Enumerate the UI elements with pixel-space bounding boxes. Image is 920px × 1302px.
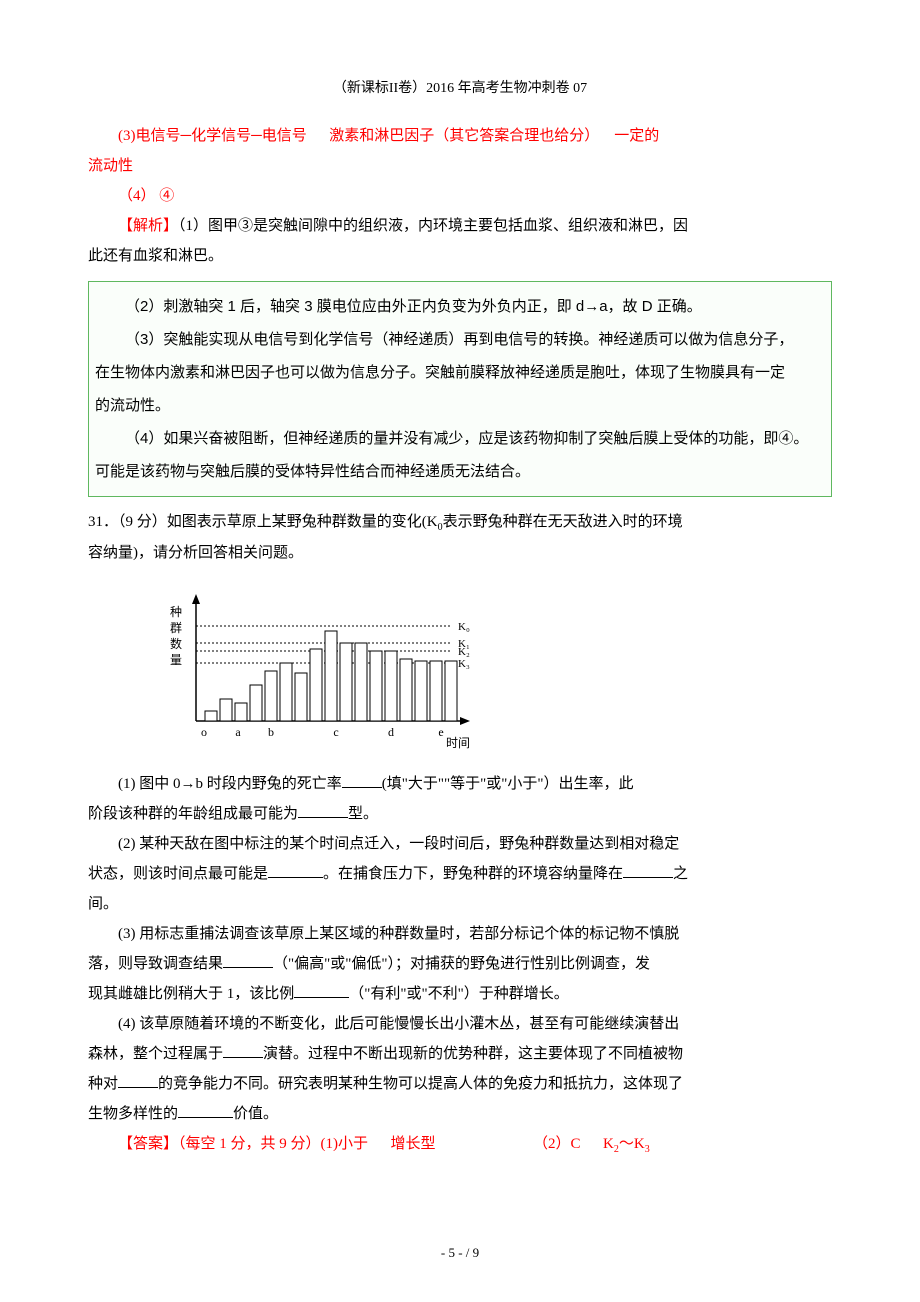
q31-4-line4: 生物多样性的价值。 xyxy=(88,1099,832,1129)
q31-3-line1: (3) 用标志重捕法调查该草原上某区域的种群数量时，若部分标记个体的标记物不慎脱 xyxy=(88,919,832,949)
greenbox-line2: （3）突触能实现从电信号到化学信号（神经递质）再到电信号的转换。神经递质可以做为… xyxy=(95,323,825,356)
answer-31-1b: 增长型 xyxy=(391,1136,436,1152)
answer-31-label: 【答案】 xyxy=(118,1136,178,1152)
q31-intro1b: 表示野兔种群在无天敌进入时的环境 xyxy=(443,514,683,530)
svg-text:种: 种 xyxy=(170,605,182,619)
blank-4c xyxy=(178,1103,233,1118)
answer-4: （4） ④ xyxy=(88,181,832,211)
answer-3-line2-text: 流动性 xyxy=(88,158,133,174)
q31-2-line1: (2) 某种天敌在图中标注的某个时间点迁入，一段时间后，野兔种群数量达到相对稳定 xyxy=(88,829,832,859)
q31-2-line3: 间。 xyxy=(88,889,832,919)
page-header: （新课标II卷）2016 年高考生物冲刺卷 07 xyxy=(88,75,832,103)
chart-svg: 种群数量K₀K₁K₂K₃oabcde时间 xyxy=(158,586,478,751)
svg-text:K₂: K₂ xyxy=(458,646,470,658)
answer-31: 【答案】（每空 1 分，共 9 分）(1)小于 增长型 （2）C K2～K3 xyxy=(88,1129,832,1160)
answer-3-suffix: 一定的 xyxy=(614,128,659,144)
q31-intro2: 容纳量)，请分析回答相关问题。 xyxy=(88,545,303,561)
analysis-green-box: （2）刺激轴突 1 后，轴突 3 膜电位应由外正内负变为外负内正，即 d→a，故… xyxy=(88,281,832,497)
page-number: - 5 - / 9 xyxy=(441,1245,479,1260)
analysis-1-text2: 此还有血浆和淋巴。 xyxy=(88,248,223,264)
greenbox-line4: 的流动性。 xyxy=(95,389,825,422)
q31-4-line2: 森林，整个过程属于演替。过程中不断出现新的优势种群，这主要体现了不同植被物 xyxy=(88,1039,832,1069)
blank-2b xyxy=(623,863,673,878)
svg-text:e: e xyxy=(438,725,443,739)
q31-intro-line1: 31．（9 分）如图表示草原上某野兔种群数量的变化(K0表示野兔种群在无天敌进入… xyxy=(88,507,832,538)
greenbox-line6: 可能是该药物与突触后膜的受体特异性结合而神经递质无法结合。 xyxy=(95,455,825,488)
svg-text:K₃: K₃ xyxy=(458,658,470,670)
page-footer: - 5 - / 9 xyxy=(0,1240,920,1266)
q31-3-line2: 落，则导致调查结果（"偏高"或"偏低"）；对捕获的野兔进行性别比例调查，发 xyxy=(88,949,832,979)
svg-text:o: o xyxy=(201,725,207,739)
q31-4-line3: 种对的竞争能力不同。研究表明某种生物可以提高人体的免疫力和抵抗力，这体现了 xyxy=(88,1069,832,1099)
blank-1a xyxy=(342,773,382,788)
svg-text:c: c xyxy=(333,725,338,739)
answer-4-text: （4） ④ xyxy=(118,188,174,204)
q31-1-line1: (1) 图中 0→b 时段内野兔的死亡率(填"大于""等于"或"小于"）出生率，… xyxy=(88,769,832,799)
blank-2a xyxy=(268,863,323,878)
svg-text:b: b xyxy=(268,725,274,739)
blank-1b xyxy=(298,803,348,818)
svg-text:K₀: K₀ xyxy=(458,621,470,633)
header-title: （新课标II卷）2016 年高考生物冲刺卷 07 xyxy=(333,81,587,96)
answer-3-line2: 流动性 xyxy=(88,151,832,181)
answer-31-2b: K xyxy=(603,1136,614,1152)
answer-31-2a: （2）C xyxy=(533,1136,581,1152)
analysis-label: 【解析】 xyxy=(118,218,178,234)
q31-intro1: 31．（9 分）如图表示草原上某野兔种群数量的变化(K xyxy=(88,514,438,530)
q31-3-line3: 现其雌雄比例稍大于 1，该比例（"有利"或"不利"）于种群增长。 xyxy=(88,979,832,1009)
analysis-1-line2: 此还有血浆和淋巴。 xyxy=(88,241,832,271)
population-chart: 种群数量K₀K₁K₂K₃oabcde时间 xyxy=(158,586,832,751)
svg-text:时间: 时间 xyxy=(446,736,470,750)
q31-4-line1: (4) 该草原随着环境的不断变化，此后可能慢慢长出小灌木丛，甚至有可能继续演替出 xyxy=(88,1009,832,1039)
blank-3b xyxy=(294,983,349,998)
svg-text:数: 数 xyxy=(170,636,182,651)
blank-4a xyxy=(223,1043,263,1058)
analysis-1-text1: （1）图甲③是突触间隙中的组织液，内环境主要包括血浆、组织液和淋巴，因 xyxy=(178,218,688,234)
blank-4b xyxy=(118,1073,158,1088)
answer-3-line1: (3)电信号─化学信号─电信号 激素和淋巴因子（其它答案合理也给分） 一定的 xyxy=(88,121,832,151)
answer-3-prefix: (3)电信号─化学信号─电信号 xyxy=(118,128,307,144)
svg-text:群: 群 xyxy=(170,621,182,635)
greenbox-line5: （4）如果兴奋被阻断，但神经递质的量并没有减少，应是该药物抑制了突触后膜上受体的… xyxy=(95,422,825,455)
q31-2-line2: 状态，则该时间点最可能是。在捕食压力下，野兔种群的环境容纳量降在之 xyxy=(88,859,832,889)
answer-31-text: （每空 1 分，共 9 分）(1)小于 xyxy=(178,1136,368,1152)
svg-text:d: d xyxy=(388,725,394,739)
q31-1-line2: 阶段该种群的年龄组成最可能为型。 xyxy=(88,799,832,829)
answer-3-mid: 激素和淋巴因子（其它答案合理也给分） xyxy=(329,128,599,144)
analysis-1-line1: 【解析】（1）图甲③是突触间隙中的组织液，内环境主要包括血浆、组织液和淋巴，因 xyxy=(88,211,832,241)
svg-text:a: a xyxy=(235,725,241,739)
greenbox-line1: （2）刺激轴突 1 后，轴突 3 膜电位应由外正内负变为外负内正，即 d→a，故… xyxy=(95,290,825,323)
svg-text:量: 量 xyxy=(170,653,182,667)
q31-intro-line2: 容纳量)，请分析回答相关问题。 xyxy=(88,538,832,568)
blank-3a xyxy=(223,953,273,968)
answer-31-2c: ～K xyxy=(619,1136,645,1152)
greenbox-line3: 在生物体内激素和淋巴因子也可以做为信息分子。突触前膜释放神经递质是胞吐，体现了生… xyxy=(95,356,825,389)
